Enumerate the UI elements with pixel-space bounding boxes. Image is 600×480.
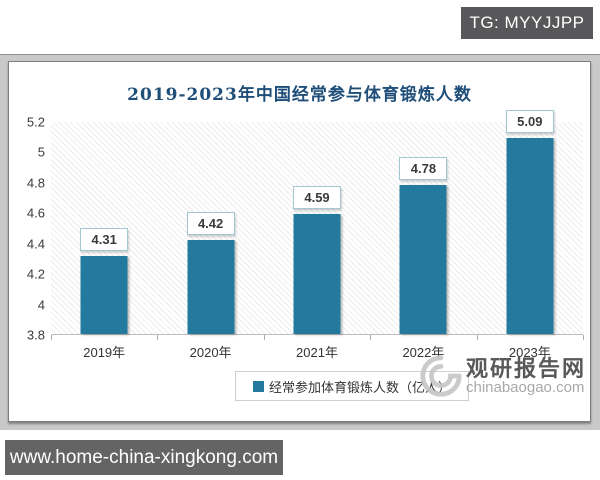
value-label: 4.42 — [186, 212, 235, 235]
bar-2020年 — [187, 240, 235, 334]
y-tick-label: 4.2 — [26, 266, 45, 282]
legend-swatch-icon — [252, 380, 264, 392]
chart-card: 2019-2023年中国经常参与体育锻炼人数 5.2 5 4.8 4.6 4.4 4.2 4… — [8, 61, 591, 422]
y-tick-label: 4.6 — [26, 205, 45, 221]
x-axis-tickmark — [157, 335, 159, 340]
x-axis-label: 2019年 — [83, 345, 126, 360]
bar-slot: 4.78 — [370, 122, 476, 334]
chart-title: 2019-2023年中国经常参与体育锻炼人数 — [127, 85, 472, 105]
bar-2023年 — [506, 138, 554, 334]
x-axis-tickmarks — [51, 335, 584, 340]
watermark-site-name: 观研报告网 — [465, 355, 586, 381]
bar-2022年 — [399, 185, 447, 334]
plot-area: 4.31 4.42 4.59 4.78 5.09 — [51, 110, 583, 335]
value-label: 5.09 — [505, 110, 554, 133]
x-axis-label: 2021年 — [296, 345, 338, 360]
telegram-contact-badge: TG: MYYJJPP — [461, 7, 593, 39]
value-label: 4.78 — [399, 157, 448, 180]
x-axis-label: 2022年 — [402, 345, 445, 360]
x-axis-label: 2023年 — [508, 345, 551, 360]
x-axis-label: 2020年 — [189, 345, 232, 360]
bar-2021年 — [293, 214, 341, 334]
y-tick-label: 3.8 — [26, 327, 45, 343]
x-axis-tickmark — [263, 335, 265, 340]
value-label: 4.31 — [80, 228, 129, 251]
x-axis-tickmark — [370, 335, 372, 340]
watermark-site-domain: chinabaogao.com — [465, 378, 585, 396]
y-tick-label: 4.8 — [26, 175, 45, 191]
bar-slot: 4.59 — [264, 122, 370, 334]
watermark-text: 观研报告网 chinabaogao.com — [465, 355, 586, 396]
legend-label: 经常参加体育锻炼人数（亿人） — [268, 379, 451, 395]
watermark: 观研报告网 chinabaogao.com — [418, 348, 586, 404]
x-axis-labels: 2019年 2020年 2021年 2022年 2023年 — [51, 342, 583, 361]
value-label: 4.59 — [293, 186, 342, 209]
y-tick-label: 4.4 — [26, 236, 45, 252]
y-tick-label: 4 — [37, 297, 45, 313]
x-axis-tickmark — [476, 335, 478, 340]
bar-slots: 4.31 4.42 4.59 4.78 5.09 — [51, 110, 583, 334]
legend: 经常参加体育锻炼人数（亿人） — [235, 371, 469, 401]
chart-outer-frame: 2019-2023年中国经常参与体育锻炼人数 5.2 5 4.8 4.6 4.4 4.2 4… — [0, 54, 600, 430]
y-tick-label: 5 — [37, 144, 45, 160]
y-tick-label: 5.2 — [26, 114, 45, 130]
bar-slot: 5.09 — [477, 110, 583, 334]
source-url-badge: www.home-china-xingkong.com — [5, 440, 283, 475]
watermark-logo-icon — [420, 355, 462, 397]
bar-slot: 4.42 — [157, 122, 263, 334]
y-axis: 5.2 5 4.8 4.6 4.4 4.2 4 3.8 — [9, 115, 47, 343]
bar-2019年 — [80, 256, 128, 334]
x-axis-tickmark — [583, 335, 584, 340]
bar-slot: 4.31 — [51, 122, 157, 334]
x-axis-tickmark — [51, 335, 52, 340]
